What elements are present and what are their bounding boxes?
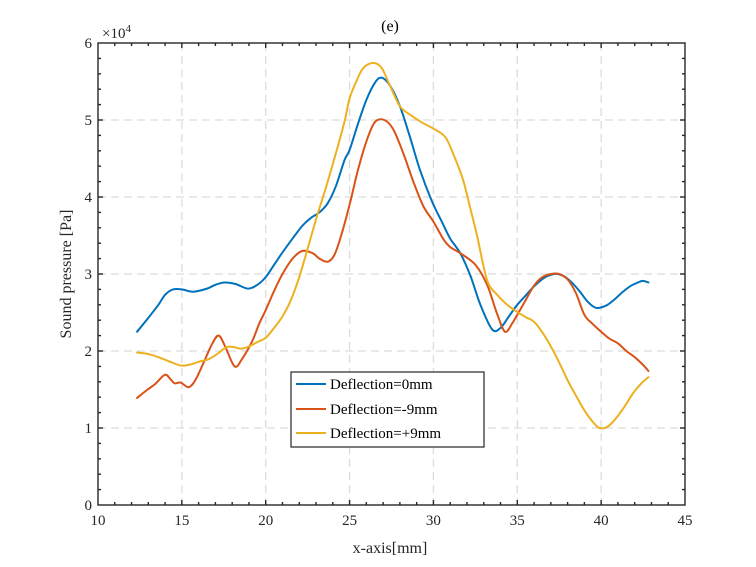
- series-line-2: [136, 62, 650, 430]
- y-tick-label: 2: [85, 344, 93, 360]
- y-tick-label: 0: [85, 498, 93, 514]
- legend-label-1: Deflection=-9mm: [330, 402, 438, 418]
- y-tick-label: 6: [85, 36, 93, 52]
- x-tick-label: 25: [342, 513, 357, 529]
- y-exponent-base: ×10: [102, 26, 125, 42]
- y-axis-label: Sound pressure [Pa]: [58, 210, 75, 339]
- x-tick-label: 35: [510, 513, 525, 529]
- x-tick-label: 30: [426, 513, 441, 529]
- legend-label-2: Deflection=+9mm: [330, 426, 441, 442]
- x-tick-label: 20: [258, 513, 273, 529]
- y-tick-label: 4: [85, 190, 93, 206]
- y-tick-label: 5: [85, 113, 93, 129]
- y-tick-label: 3: [85, 267, 93, 283]
- x-tick-labels: 10 15 20 25 30 35 40 45: [91, 513, 693, 529]
- chart-title: (e): [381, 18, 399, 35]
- legend-label-0: Deflection=0mm: [330, 377, 433, 393]
- y-tick-labels: 0 1 2 3 4 5 6: [85, 36, 93, 514]
- x-tick-label: 45: [678, 513, 693, 529]
- legend-item-2: Deflection=+9mm: [296, 426, 441, 442]
- x-tick-label: 40: [594, 513, 609, 529]
- x-tick-label: 10: [91, 513, 106, 529]
- y-tick-label: 1: [85, 421, 93, 437]
- legend: Deflection=0mm Deflection=-9mm Deflectio…: [290, 371, 485, 448]
- legend-item-0: Deflection=0mm: [296, 377, 433, 393]
- x-axis-label: x-axis[mm]: [353, 540, 428, 557]
- legend-item-1: Deflection=-9mm: [296, 402, 438, 418]
- y-exponent-label: ×104: [102, 23, 131, 42]
- x-tick-label: 15: [174, 513, 189, 529]
- tick-marks: [98, 43, 685, 505]
- y-exponent-power: 4: [125, 23, 131, 35]
- series-lines: [136, 62, 650, 430]
- series-line-1: [136, 118, 650, 399]
